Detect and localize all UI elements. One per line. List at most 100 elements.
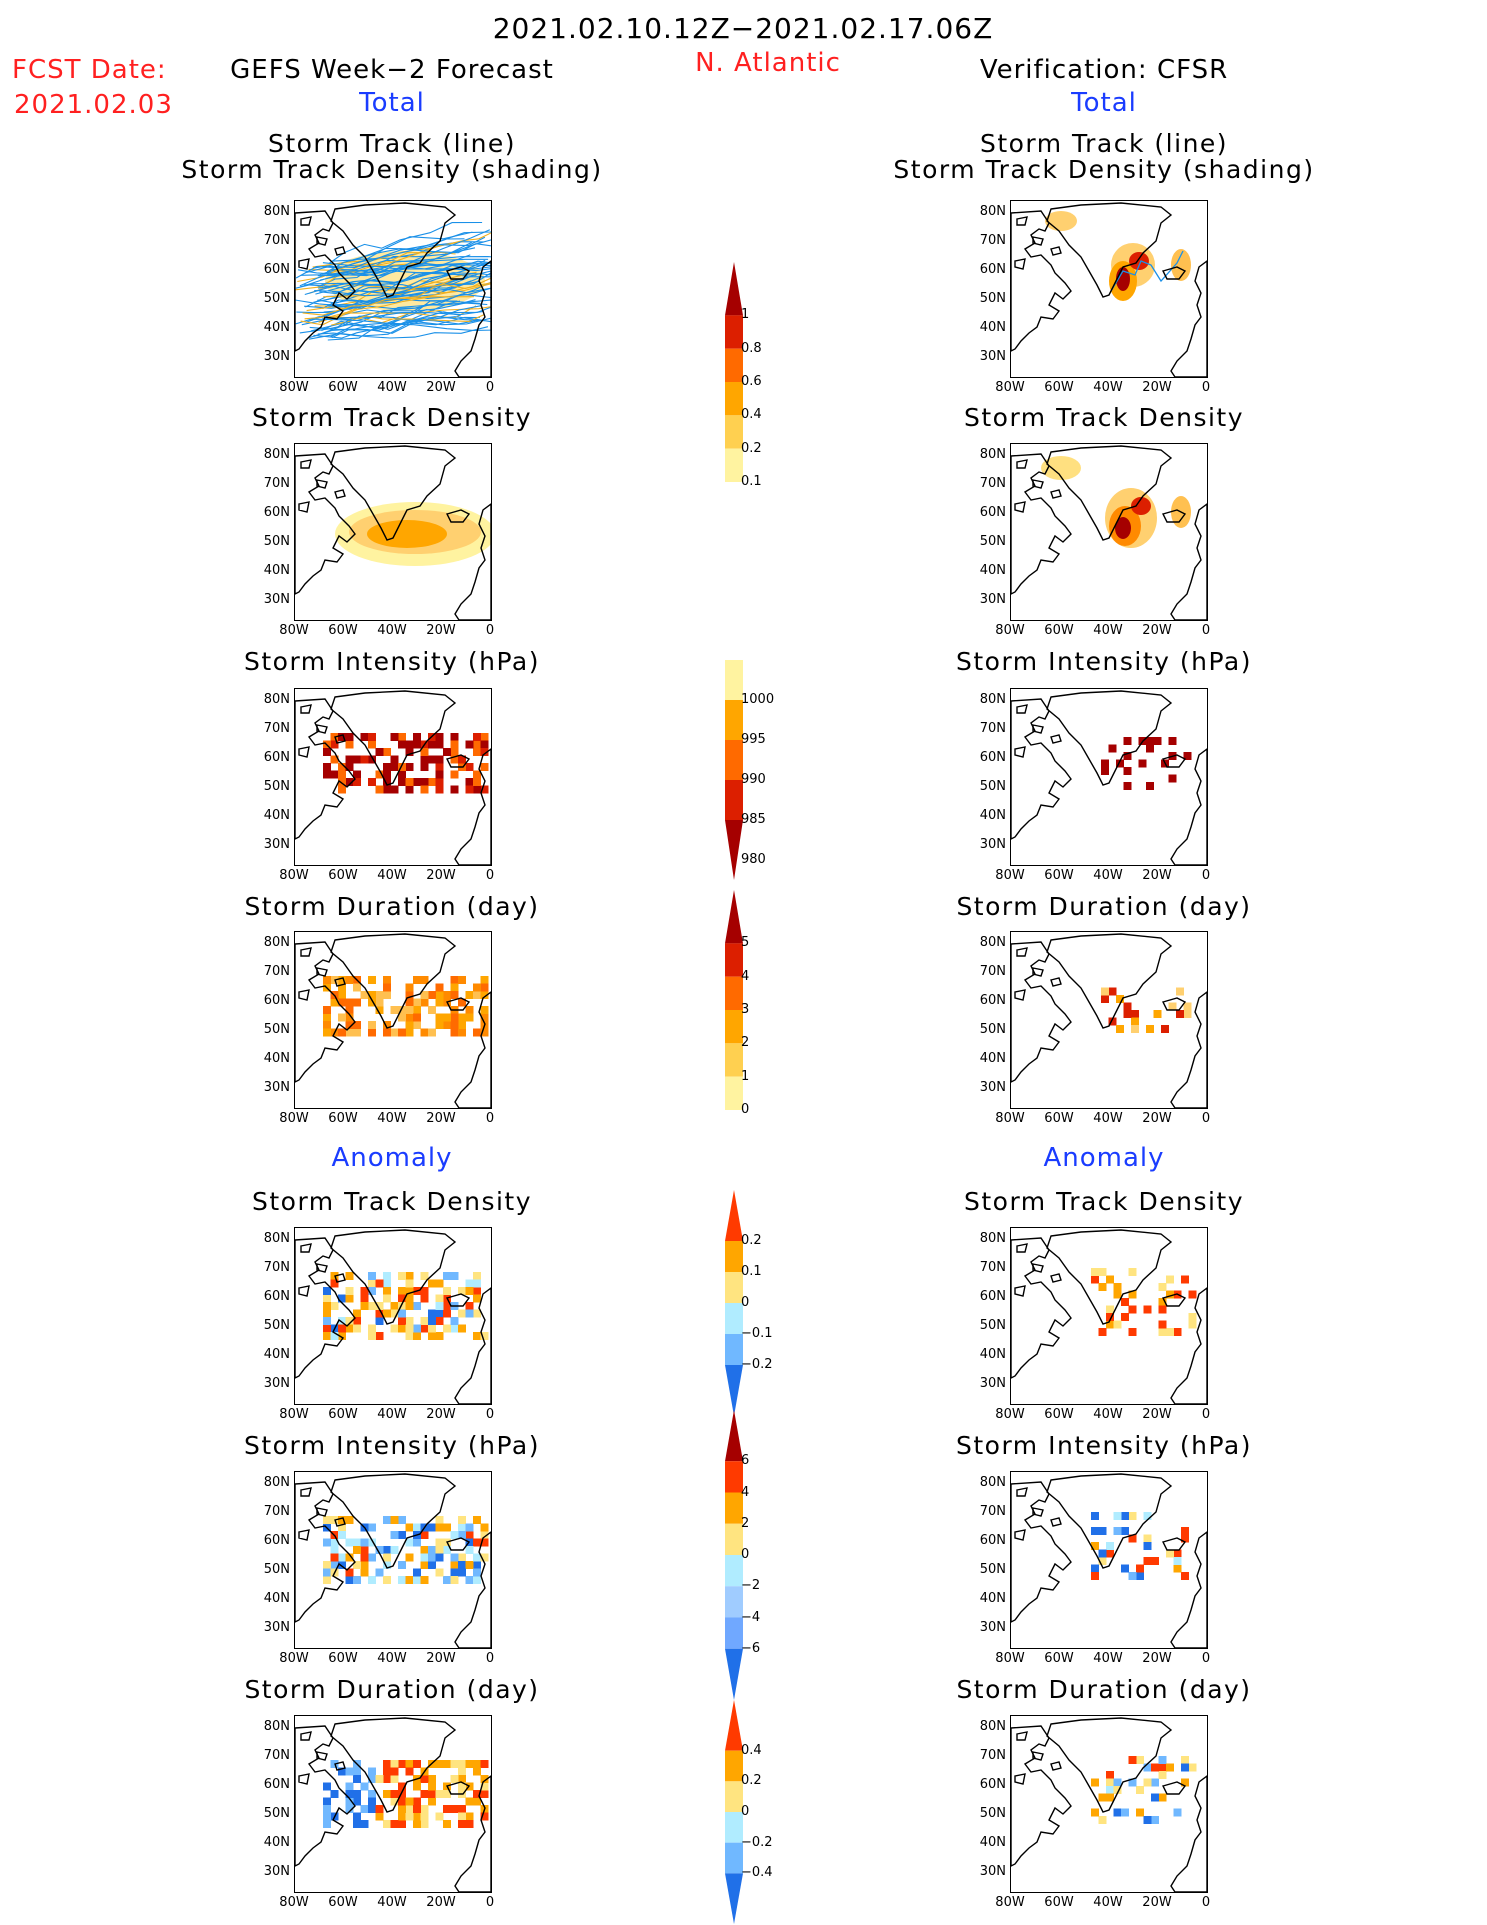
grid-cell <box>360 1287 369 1295</box>
grid-cell <box>1181 1763 1189 1772</box>
grid-cell <box>428 1553 436 1562</box>
grid-cell <box>1113 1290 1122 1299</box>
grid-cell <box>338 1523 346 1532</box>
grid-cell <box>1168 1002 1177 1011</box>
grid-cell <box>405 1767 414 1776</box>
map-plot <box>1011 1717 1207 1892</box>
grid-cell <box>345 1805 354 1813</box>
grid-cell <box>330 1553 339 1562</box>
grid-cell <box>338 1294 346 1303</box>
grid-cell <box>1128 1778 1137 1787</box>
lon-tick-label: 20W <box>426 380 456 395</box>
arctic-islands-coastline <box>1014 704 1062 758</box>
grid-cell <box>368 1538 376 1547</box>
grid-cell <box>465 1287 474 1295</box>
arctic-islands-coastline <box>1014 459 1062 513</box>
grid-cell <box>465 991 474 999</box>
lon-tick-label: 0 <box>1201 1651 1211 1666</box>
iceland-coastline <box>445 266 471 280</box>
colorbar-segment <box>725 700 743 740</box>
lon-tick-label: 0 <box>1201 623 1211 638</box>
lat-tick-label: 30N <box>263 1376 290 1391</box>
grid-cell <box>473 1516 481 1524</box>
grid-cell <box>1158 1763 1167 1772</box>
grid-cell <box>450 1317 459 1325</box>
grid-cell <box>383 1021 391 1029</box>
grid-cell <box>398 1272 406 1280</box>
lon-tick-label: 80W <box>279 1407 309 1422</box>
lat-tick-label: 60N <box>263 505 290 520</box>
grid-cell <box>458 1568 466 1577</box>
grid-cell <box>338 998 346 1007</box>
density-contour <box>367 520 447 548</box>
lon-tick-label: 60W <box>1044 1895 1074 1910</box>
grid-cell <box>450 991 459 999</box>
grid-cell <box>473 1028 481 1037</box>
left-total-label: Total <box>359 88 425 118</box>
arctic-islands-coastline <box>298 459 346 513</box>
map-plot <box>295 1229 491 1404</box>
grid-cell <box>435 1538 444 1547</box>
grid-cell <box>330 1279 339 1288</box>
colorbar-tick-label: 1000 <box>741 692 775 707</box>
grid-cell <box>420 1324 429 1333</box>
map-plot <box>1011 933 1207 1108</box>
grid-cell <box>405 1797 414 1806</box>
grid-cell <box>480 1013 489 1022</box>
grid-cell <box>323 1028 331 1037</box>
grid-cell <box>368 1324 376 1333</box>
grid-cell <box>405 1028 414 1037</box>
grid-cell <box>375 1279 384 1288</box>
grid-cell <box>398 778 406 786</box>
colorbar-segment <box>725 1365 743 1416</box>
lat-tick-label: 80N <box>979 1475 1006 1490</box>
grid-cell <box>375 991 384 999</box>
grid-cell <box>1113 1320 1122 1329</box>
greenland-coastline <box>1046 202 1173 298</box>
lon-tick-label: 40W <box>377 623 407 638</box>
grid-cell <box>435 1332 444 1340</box>
grid-cell <box>353 1538 361 1547</box>
lat-tick-label: 30N <box>979 1080 1006 1095</box>
grid-cell <box>458 1309 466 1318</box>
grid-cell <box>1091 1564 1099 1573</box>
map-panel-fcst-density <box>294 443 492 621</box>
colorbar-segment <box>725 1303 743 1334</box>
grid-cell <box>413 1576 421 1584</box>
grid-cell <box>360 733 369 741</box>
grid-cell <box>405 1013 414 1022</box>
grid-cell <box>338 1553 346 1562</box>
map-panel-obs-intensity <box>1010 688 1208 866</box>
lon-tick-label: 60W <box>1044 1407 1074 1422</box>
panel-title: Storm Track Density (shading) <box>893 155 1315 184</box>
grid-cell <box>480 740 489 749</box>
grid-cell <box>1108 744 1117 753</box>
grid-cell <box>390 1767 399 1776</box>
storm-track-line <box>322 239 491 268</box>
grid-cell <box>398 1760 406 1768</box>
grid-cell <box>330 1561 339 1569</box>
lat-tick-label: 60N <box>979 1777 1006 1792</box>
grid-cell <box>405 748 414 756</box>
grid-cell <box>398 1309 406 1318</box>
grid-cell <box>368 1287 376 1295</box>
lon-tick-label: 60W <box>1044 1111 1074 1126</box>
grid-cell <box>443 1805 451 1813</box>
grid-cell <box>398 1028 406 1037</box>
grid-cell <box>345 1553 354 1562</box>
lon-tick-label: 20W <box>426 623 456 638</box>
north-america-coastline <box>1011 698 1072 840</box>
grid-cell <box>420 1812 429 1821</box>
grid-cell <box>368 998 376 1007</box>
grid-cell <box>435 770 444 779</box>
grid-cell <box>1136 1572 1144 1580</box>
storm-track-line <box>325 299 476 317</box>
grid-cell <box>435 1523 444 1532</box>
grid-cell <box>435 983 444 992</box>
grid-cell <box>383 1279 391 1288</box>
grid-cell <box>405 983 414 992</box>
lat-tick-label: 30N <box>263 349 290 364</box>
grid-cell <box>390 1775 399 1783</box>
map-panel-fcst-duration <box>294 931 492 1109</box>
grid-cell <box>458 976 466 984</box>
